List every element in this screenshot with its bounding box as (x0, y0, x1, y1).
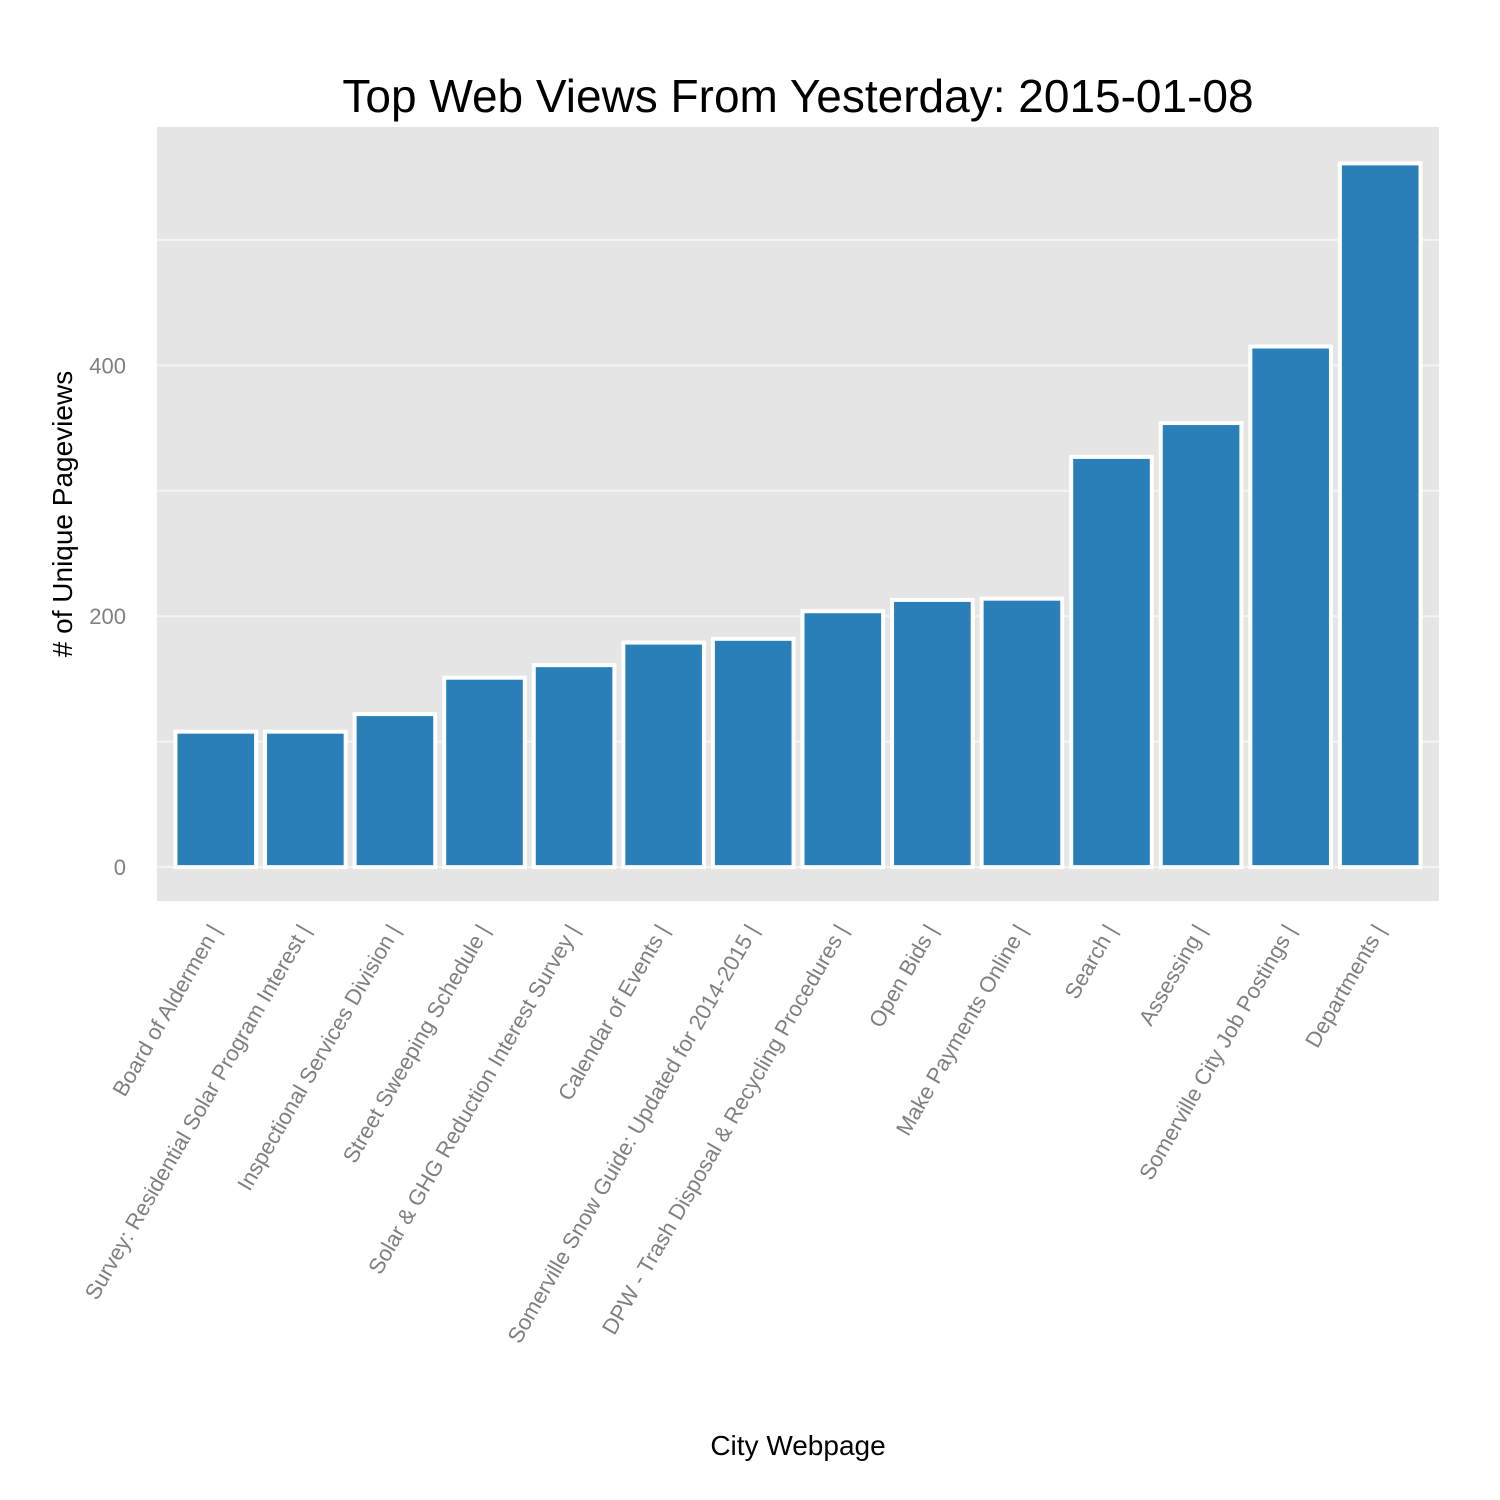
plot-panel (157, 127, 1439, 901)
x-tick-label: Assessing | (1134, 920, 1212, 1030)
y-axis-ticks: 0 200 400 (89, 353, 126, 880)
bar (263, 729, 348, 870)
y-tick-label: 400 (89, 353, 126, 378)
bar (979, 596, 1065, 870)
x-axis-title: City Webpage (710, 1430, 885, 1461)
bar (1158, 421, 1244, 870)
bars (173, 161, 1423, 870)
bar (531, 663, 617, 870)
chart-title: Top Web Views From Yesterday: 2015-01-08 (342, 70, 1253, 122)
x-tick-label: Open Bids | (864, 920, 943, 1032)
x-tick-label: Departments | (1300, 920, 1391, 1052)
bar (710, 636, 796, 870)
bar (1337, 161, 1423, 870)
bar (1248, 344, 1333, 870)
y-tick-label: 200 (89, 604, 126, 629)
bar (442, 675, 527, 870)
bar (800, 609, 886, 870)
bar (352, 712, 438, 870)
bar (1069, 454, 1154, 870)
x-axis-ticks: Board of Aldermen |Survey: Residential S… (80, 920, 1391, 1347)
bar (173, 729, 259, 870)
y-tick-label: 0 (114, 855, 126, 880)
x-tick-label: Somerville City Job Postings | (1134, 920, 1301, 1184)
x-tick-label: Inspectional Services Division | (232, 920, 405, 1195)
x-tick-label: Search | (1059, 920, 1121, 1003)
bar (621, 640, 706, 870)
y-axis-title: # of Unique Pageviews (47, 371, 78, 657)
bar (890, 597, 975, 870)
